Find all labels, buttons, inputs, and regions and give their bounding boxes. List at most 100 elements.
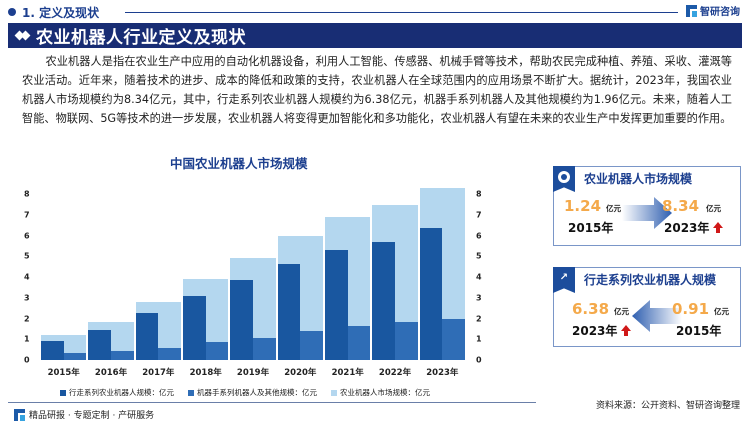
y-tick-label: 4 <box>24 272 30 282</box>
y-tick-label: 6 <box>24 231 30 240</box>
y-tick-label: 1 <box>24 334 30 344</box>
legend-swatch-icon <box>331 389 337 396</box>
x-tick-label: 2018年 <box>189 368 222 378</box>
chart-title: 中国农业机器人市场规模 <box>170 156 308 171</box>
x-tick-label: 2015年 <box>47 368 80 378</box>
kpi-to-unit: 亿元 <box>614 307 629 316</box>
y-tick-label: 6 <box>476 231 482 240</box>
y-axis-left: 0 1 2 3 4 5 6 7 8 <box>24 180 38 365</box>
bar-group <box>277 180 324 360</box>
y-tick-label: 7 <box>24 210 30 220</box>
page-title-bar: 农业机器人行业定义及现状 <box>8 23 742 48</box>
up-arrow-icon <box>621 325 632 336</box>
y-tick-label: 4 <box>476 272 482 282</box>
bar-arm-series <box>110 350 134 360</box>
tagline-text: 精品研报 · 专题定制 · 产研服务 <box>29 411 155 421</box>
x-tick-label: 2022年 <box>378 368 412 378</box>
pie-chart-icon <box>553 166 575 192</box>
brand-name: 智研咨询 <box>700 7 740 18</box>
bullet-dot-icon <box>8 8 16 16</box>
kpi-to-year: 2023年 <box>572 324 618 338</box>
bar-walking-series <box>372 241 395 360</box>
bar-arm-series <box>205 342 229 360</box>
bar-walking-series <box>325 250 348 360</box>
bar-walking-series <box>183 295 206 360</box>
bar-chart <box>40 180 466 360</box>
y-tick-label: 8 <box>476 189 482 199</box>
y-tick-label: 3 <box>476 293 482 303</box>
bar-group <box>40 180 87 360</box>
kpi-from-value: 0.91 <box>672 300 710 318</box>
legend-label: 农业机器人市场规模：亿元 <box>340 388 430 397</box>
bar-arm-series <box>252 337 276 360</box>
up-arrow-icon <box>713 222 724 233</box>
y-tick-label: 5 <box>24 251 30 261</box>
bar-group <box>135 180 182 360</box>
kpi-card-market-size: 农业机器人市场规模 1.24 亿元 2015年 8.34 亿元 2023年 <box>553 166 741 246</box>
right-arrow-icon <box>622 197 672 229</box>
legend-item: 机器手系列机器人及其他规模：亿元 <box>188 387 317 398</box>
section-header: 1. 定义及现状 <box>8 2 99 22</box>
x-tick-label: 2021年 <box>331 368 364 378</box>
bar-group <box>324 180 371 360</box>
legend-label: 机器手系列机器人及其他规模：亿元 <box>197 388 317 397</box>
legend-item: 农业机器人市场规模：亿元 <box>331 387 430 398</box>
y-tick-label: 7 <box>476 210 482 220</box>
chart-legend: 行走系列农业机器人规模：亿元 机器手系列机器人及其他规模：亿元 农业机器人市场规模：… <box>60 387 430 398</box>
bar-arm-series <box>394 322 418 360</box>
bar-group <box>87 180 134 360</box>
section-label: 1. 定义及现状 <box>22 5 100 20</box>
y-tick-label: 5 <box>476 251 482 261</box>
bar-group <box>419 180 466 360</box>
brand-logo: 智研咨询 <box>686 3 740 18</box>
kpi-from-unit: 亿元 <box>714 307 729 316</box>
kpi-to-value: 8.34 <box>662 197 700 215</box>
bar-arm-series <box>347 325 371 360</box>
diamond-icon <box>14 30 31 41</box>
kpi-to-value: 6.38 <box>572 300 610 318</box>
y-tick-label: 2 <box>476 314 482 323</box>
left-arrow-icon <box>632 300 682 332</box>
x-tick-label: 2020年 <box>284 368 317 378</box>
brand-logo-icon <box>686 4 697 17</box>
kpi-from-year: 2015年 <box>676 324 722 338</box>
y-tick-label: 3 <box>24 293 30 303</box>
kpi-to-year: 2023年 <box>664 221 710 235</box>
kpi-title: 农业机器人市场规模 <box>584 172 693 186</box>
bar-walking-series <box>230 279 253 360</box>
y-tick-label: 8 <box>24 189 30 199</box>
bar-group <box>371 180 418 360</box>
growth-chart-icon: ↗ <box>553 267 575 293</box>
x-axis: 2015年 2016年 2017年 2018年 2019年 2020年 2021年 2022年… <box>40 366 466 378</box>
y-tick-label: 2 <box>24 314 30 323</box>
kpi-card-walking-robots: ↗ 行走系列农业机器人规模 6.38 亿元 2023年 0.91 亿元 2015… <box>553 267 741 347</box>
kpi-from-value: 1.24 <box>564 197 602 215</box>
bar-walking-series <box>88 329 111 360</box>
y-tick-label: 1 <box>476 334 482 344</box>
brand-logo-icon <box>14 408 25 421</box>
legend-swatch-icon <box>60 389 66 396</box>
description-paragraph: 农业机器人是指在农业生产中应用的自动化机器设备，利用人工智能、传感器、机械手臂等… <box>22 55 732 125</box>
bar-arm-series <box>300 331 323 360</box>
legend-item: 行走系列农业机器人规模：亿元 <box>60 387 174 398</box>
bar-walking-series <box>135 313 159 360</box>
x-tick-label: 2016年 <box>94 368 128 378</box>
bar-group <box>182 180 229 360</box>
source-note: 资料来源：公开资料、智研咨询整理 <box>595 401 740 411</box>
kpi-from-unit: 亿元 <box>606 204 621 213</box>
kpi-from-year: 2015年 <box>568 221 614 235</box>
bar-arm-series <box>442 319 465 360</box>
x-tick-label: 2023年 <box>426 368 459 378</box>
kpi-title: 行走系列农业机器人规模 <box>584 273 717 287</box>
footer-divider <box>8 402 536 403</box>
x-tick-label: 2019年 <box>236 368 270 378</box>
page-title: 农业机器人行业定义及现状 <box>36 28 246 48</box>
bar-arm-series <box>158 347 181 360</box>
legend-swatch-icon <box>188 389 194 396</box>
legend-label: 行走系列农业机器人规模：亿元 <box>69 388 174 397</box>
bar-walking-series <box>41 341 64 360</box>
bar-arm-series <box>63 353 87 360</box>
bar-walking-series <box>277 263 301 360</box>
bar-walking-series <box>419 227 443 360</box>
x-tick-label: 2017年 <box>142 368 175 378</box>
